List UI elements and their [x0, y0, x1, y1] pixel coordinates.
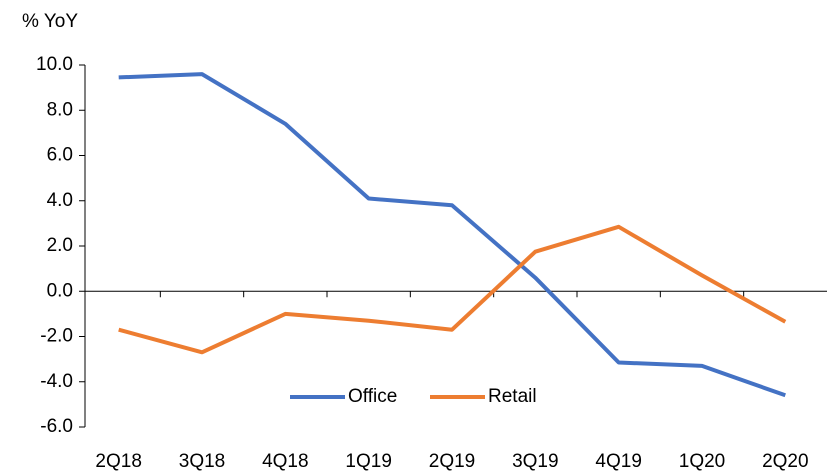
x-tick-label: 3Q19	[512, 451, 558, 472]
legend-label: Office	[348, 386, 397, 407]
x-tick-label: 2Q18	[95, 451, 141, 472]
y-tick-label: 4.0	[47, 190, 73, 211]
x-tick-label: 1Q19	[345, 451, 391, 472]
y-tick-label: 8.0	[47, 99, 73, 120]
x-tick-label: 2Q20	[762, 451, 808, 472]
x-tick-label: 3Q18	[179, 451, 225, 472]
legend-label: Retail	[488, 386, 537, 407]
y-tick-label: -2.0	[40, 326, 73, 347]
x-tick-label: 4Q18	[262, 451, 308, 472]
y-tick-label: 2.0	[47, 235, 73, 256]
x-tick-label: 1Q20	[679, 451, 725, 472]
y-tick-label: 6.0	[47, 145, 73, 166]
y-tick-label: 10.0	[36, 54, 73, 75]
series-line	[118, 224, 787, 355]
y-tick-label: -6.0	[40, 416, 73, 437]
x-tick-label: 4Q19	[595, 451, 641, 472]
series-line	[118, 72, 786, 398]
y-axis-title: % YoY	[22, 11, 78, 32]
y-tick-label: -4.0	[40, 371, 73, 392]
y-tick-label: 0.0	[47, 280, 73, 301]
x-tick-label: 2Q19	[429, 451, 475, 472]
